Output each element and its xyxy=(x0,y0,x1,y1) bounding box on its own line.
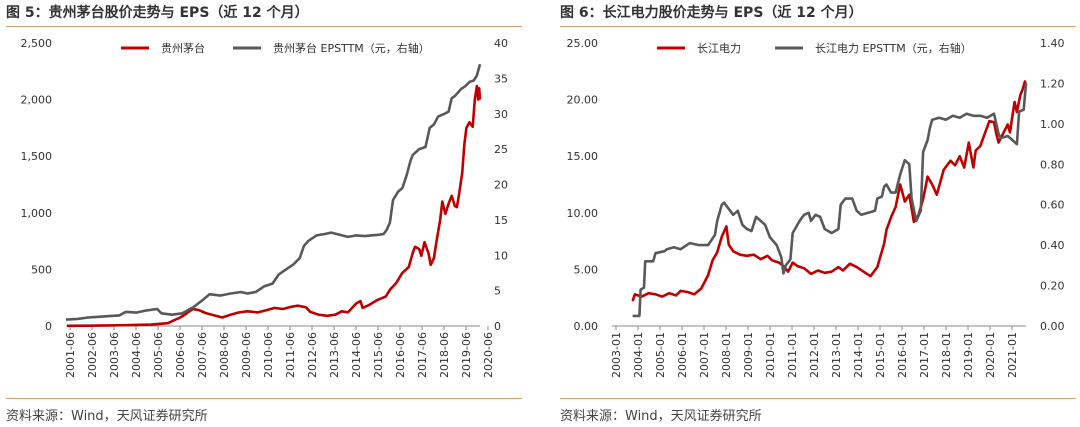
y-right-tick-label: 1.40 xyxy=(1040,37,1065,50)
x-tick-label: 2006-01 xyxy=(676,332,689,378)
source-divider xyxy=(560,398,1076,399)
y-right-tick-label: 35 xyxy=(494,72,508,85)
x-tick-label: 2008-01 xyxy=(720,332,733,378)
x-tick-label: 2019-01 xyxy=(962,332,975,378)
x-tick-label: 2020-06 xyxy=(482,332,495,378)
y-left-tick-label: 0 xyxy=(45,320,52,333)
x-tick-label: 2004-01 xyxy=(632,332,645,378)
price-line xyxy=(631,80,1028,302)
legend-label: 长江电力 xyxy=(697,42,741,55)
x-tick-label: 2004-06 xyxy=(130,332,143,378)
chart-title: 图 6：长江电力股价走势与 EPS（近 12 个月） xyxy=(560,5,863,21)
x-tick-label: 2015-01 xyxy=(874,332,887,378)
y-right-tick-label: 0.60 xyxy=(1040,199,1065,212)
x-tick-label: 2007-01 xyxy=(698,332,711,378)
y-right-tick-label: 25 xyxy=(494,143,508,156)
y-left-tick-label: 1,000 xyxy=(21,207,53,220)
y-left-tick-label: 5.00 xyxy=(574,263,599,276)
y-left-tick-label: 25.00 xyxy=(567,37,599,50)
chart-panel-moutai: 图 5：贵州茅台股价走势与 EPS（近 12 个月） 0 500 1,000 1,50… xyxy=(6,0,526,427)
x-tick-label: 2018-06 xyxy=(438,332,451,378)
chart-canvas-moutai: 0 500 1,000 1,500 2,000 2,500 0 5 10 15 20 25 30 35 40… xyxy=(21,37,509,378)
y-right-tick-label: 30 xyxy=(494,108,508,121)
x-tick-label: 2019-06 xyxy=(460,332,473,378)
title-divider xyxy=(6,26,522,27)
x-tick-label: 2005-06 xyxy=(152,332,165,378)
x-tick-label: 2005-01 xyxy=(654,332,667,378)
x-tick-label: 2013-01 xyxy=(830,332,843,378)
y-left-tick-label: 1,500 xyxy=(21,150,53,163)
legend-label: 长江电力 EPSTTM（元，右轴） xyxy=(815,41,972,55)
y-right-tick-label: 5 xyxy=(494,285,501,298)
x-tick-label: 2003-01 xyxy=(610,332,623,378)
source-note: 资料来源：Wind，天风证券研究所 xyxy=(6,409,208,424)
y-right-tick-label: 0.40 xyxy=(1040,239,1065,252)
y-left-tick-label: 0.00 xyxy=(574,320,599,333)
y-left-tick-label: 500 xyxy=(31,263,52,276)
chart-canvas-yangtze-power: 0.00 5.00 10.00 15.00 20.00 25.00 0.00 0.20 0.40… xyxy=(567,37,1065,378)
x-tick-label: 2020-01 xyxy=(984,332,997,378)
y-left-tick-label: 15.00 xyxy=(567,150,599,163)
y-right-tick-label: 1.00 xyxy=(1040,118,1065,131)
x-tick-label: 2014-06 xyxy=(350,332,363,378)
x-tick-label: 2009-06 xyxy=(240,332,253,378)
price-line xyxy=(66,84,482,328)
x-tick-label: 2010-01 xyxy=(764,332,777,378)
title-divider xyxy=(560,26,1076,27)
eps-line xyxy=(65,63,482,321)
x-tick-label: 2012-06 xyxy=(306,332,319,378)
y-right-tick-label: 0 xyxy=(494,320,501,333)
y-right-tick-label: 10 xyxy=(494,249,508,262)
x-tick-label: 2001-06 xyxy=(64,332,77,378)
x-tick-label: 2015-06 xyxy=(372,332,385,378)
x-tick-label: 2002-06 xyxy=(86,332,99,378)
x-tick-label: 2018-01 xyxy=(940,332,953,378)
y-right-tick-label: 0.80 xyxy=(1040,158,1065,171)
x-tick-label: 2013-06 xyxy=(328,332,341,378)
source-note: 资料来源：Wind，天风证券研究所 xyxy=(560,409,762,424)
x-tick-label: 2009-01 xyxy=(742,332,755,378)
x-tick-label: 2017-01 xyxy=(918,332,931,378)
x-tick-label: 2007-06 xyxy=(196,332,209,378)
chart-title: 图 5：贵州茅台股价走势与 EPS（近 12 个月） xyxy=(6,5,309,21)
legend-label: 贵州茅台 xyxy=(161,41,205,55)
y-right-tick-label: 0.20 xyxy=(1040,280,1065,293)
y-right-tick-label: 40 xyxy=(494,37,508,50)
eps-line xyxy=(632,83,1028,318)
y-left-tick-label: 20.00 xyxy=(567,94,599,107)
source-divider xyxy=(6,398,522,399)
x-tick-label: 2012-01 xyxy=(808,332,821,378)
y-right-tick-label: 15 xyxy=(494,214,508,227)
x-tick-label: 2010-06 xyxy=(262,332,275,378)
x-tick-label: 2021-01 xyxy=(1006,332,1019,378)
y-left-tick-label: 10.00 xyxy=(567,207,599,220)
y-right-tick-label: 0.00 xyxy=(1040,320,1065,333)
y-right-tick-label: 1.20 xyxy=(1040,77,1065,90)
legend-label: 贵州茅台 EPSTTM（元，右轴） xyxy=(273,41,430,55)
y-left-tick-label: 2,500 xyxy=(21,37,53,50)
x-tick-label: 2016-06 xyxy=(394,332,407,378)
x-tick-label: 2011-06 xyxy=(284,332,297,378)
x-tick-label: 2003-06 xyxy=(108,332,121,378)
y-left-tick-label: 2,000 xyxy=(21,94,53,107)
x-tick-label: 2011-01 xyxy=(786,332,799,378)
y-right-tick-label: 20 xyxy=(494,179,508,192)
x-tick-label: 2006-06 xyxy=(174,332,187,378)
chart-panel-yangtze-power: 图 6：长江电力股价走势与 EPS（近 12 个月） 0.00 5.00 10.00… xyxy=(560,0,1080,427)
x-tick-label: 2014-01 xyxy=(852,332,865,378)
x-tick-label: 2016-01 xyxy=(896,332,909,378)
x-tick-label: 2017-06 xyxy=(416,332,429,378)
x-tick-label: 2008-06 xyxy=(218,332,231,378)
